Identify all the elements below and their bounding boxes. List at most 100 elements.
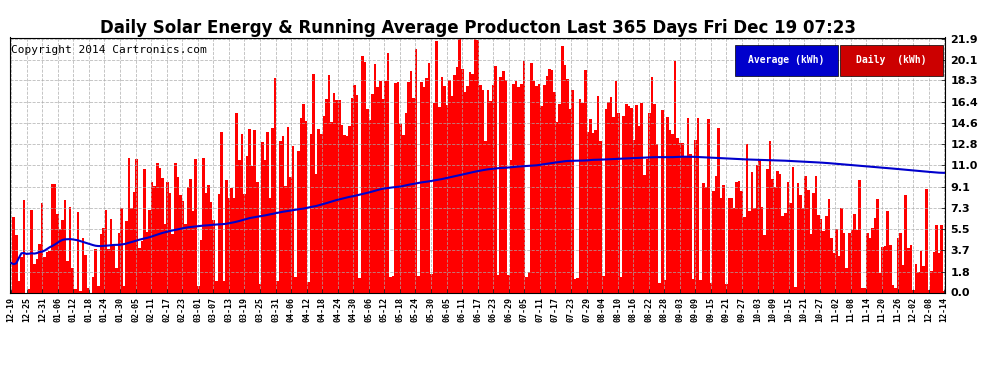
Bar <box>468 72 471 292</box>
Bar <box>774 187 776 292</box>
Bar <box>381 99 384 292</box>
Bar <box>605 109 607 292</box>
Bar <box>100 234 102 292</box>
Bar <box>615 81 618 292</box>
Bar <box>658 283 661 292</box>
Bar <box>841 208 842 292</box>
Bar <box>805 176 807 292</box>
Bar <box>79 291 81 292</box>
Bar <box>400 124 402 292</box>
Bar <box>261 142 263 292</box>
Bar <box>46 252 49 292</box>
Bar <box>736 182 738 292</box>
Bar <box>745 144 748 292</box>
Bar <box>641 103 643 292</box>
Bar <box>297 151 300 292</box>
Bar <box>802 208 805 292</box>
Bar <box>699 280 702 292</box>
Bar <box>692 279 694 292</box>
Bar <box>812 194 815 292</box>
Bar <box>771 179 774 292</box>
Bar <box>336 100 338 292</box>
Bar <box>566 80 568 292</box>
Bar <box>244 194 246 292</box>
Bar <box>930 271 933 292</box>
Bar <box>607 102 610 292</box>
Bar <box>492 85 494 292</box>
Bar <box>166 182 169 292</box>
Bar <box>742 217 745 292</box>
Bar <box>225 180 228 292</box>
Bar <box>436 41 438 292</box>
Bar <box>912 290 915 292</box>
Bar <box>189 179 192 292</box>
Bar <box>69 207 71 292</box>
Bar <box>179 195 181 292</box>
Bar <box>141 241 144 292</box>
Bar <box>807 190 810 292</box>
Bar <box>41 203 44 292</box>
Bar <box>253 130 256 292</box>
Bar <box>120 208 123 292</box>
Bar <box>781 216 784 292</box>
Bar <box>536 86 538 292</box>
Bar <box>784 213 786 292</box>
Bar <box>794 286 797 292</box>
Bar <box>750 172 753 292</box>
Bar <box>250 166 253 292</box>
Bar <box>928 290 930 292</box>
Bar <box>494 66 497 292</box>
Bar <box>448 80 450 292</box>
Bar <box>241 134 244 292</box>
Bar <box>423 87 425 292</box>
Bar <box>441 77 444 292</box>
Bar <box>584 70 587 292</box>
Bar <box>920 251 923 292</box>
Bar <box>425 78 428 292</box>
Bar <box>138 248 141 292</box>
Bar <box>258 284 261 292</box>
Bar <box>550 70 553 292</box>
Bar <box>53 184 56 292</box>
Bar <box>728 198 731 292</box>
Bar <box>387 53 389 292</box>
Bar <box>789 202 792 292</box>
Bar <box>236 113 238 292</box>
Bar <box>815 176 818 292</box>
Bar <box>123 286 126 292</box>
Bar <box>294 277 297 292</box>
Bar <box>810 234 812 292</box>
Bar <box>940 225 942 292</box>
Bar <box>205 193 207 292</box>
Bar <box>648 114 650 292</box>
Bar <box>289 177 292 292</box>
Bar <box>461 69 463 292</box>
Bar <box>594 130 597 292</box>
Bar <box>44 257 46 292</box>
Bar <box>855 230 858 292</box>
Bar <box>731 198 733 292</box>
Bar <box>256 182 258 292</box>
Bar <box>176 177 179 292</box>
Bar <box>879 273 881 292</box>
Bar <box>820 219 823 292</box>
Bar <box>533 81 536 292</box>
Bar <box>107 249 110 292</box>
Bar <box>476 40 479 292</box>
Bar <box>668 130 671 292</box>
Bar <box>761 207 763 292</box>
Bar <box>202 158 205 292</box>
Bar <box>358 278 361 292</box>
Bar <box>897 238 899 292</box>
Bar <box>942 291 945 292</box>
Bar <box>645 159 648 292</box>
Bar <box>13 217 15 292</box>
Bar <box>361 56 363 292</box>
Bar <box>268 198 271 292</box>
Bar <box>650 76 653 292</box>
Bar <box>394 83 397 292</box>
Bar <box>97 286 100 292</box>
Bar <box>274 78 276 292</box>
Bar <box>374 64 376 292</box>
Bar <box>153 186 156 292</box>
